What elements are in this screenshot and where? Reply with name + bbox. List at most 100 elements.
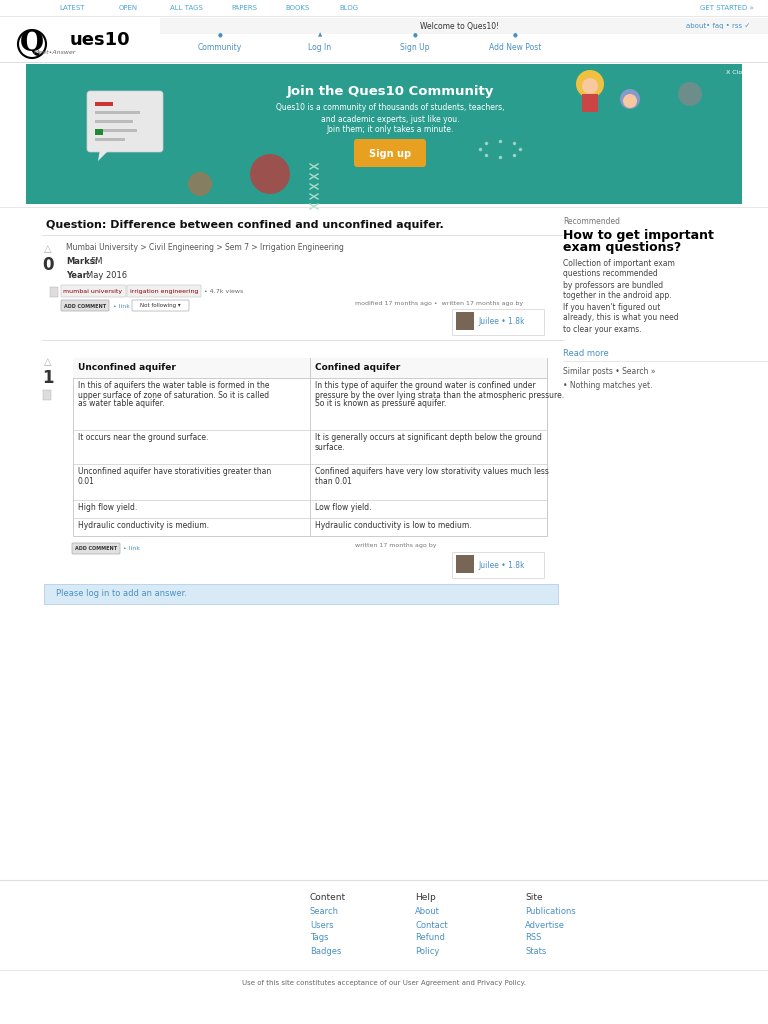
Circle shape xyxy=(582,78,598,94)
Text: Contact: Contact xyxy=(415,921,448,930)
Circle shape xyxy=(250,154,290,194)
Circle shape xyxy=(188,172,212,196)
Text: About: About xyxy=(415,907,440,916)
FancyBboxPatch shape xyxy=(354,139,426,167)
Text: Welcome to Ques10!: Welcome to Ques10! xyxy=(420,22,499,31)
Text: Content: Content xyxy=(310,894,346,902)
Text: pressure by the over lying strata than the atmospheric pressure.: pressure by the over lying strata than t… xyxy=(315,390,564,399)
Text: It is generally occurs at significant depth below the ground: It is generally occurs at significant de… xyxy=(315,433,542,442)
Text: GET STARTED »: GET STARTED » xyxy=(700,5,753,11)
Text: If you haven't figured out: If you haven't figured out xyxy=(563,302,660,311)
Text: Hydraulic conductivity is low to medium.: Hydraulic conductivity is low to medium. xyxy=(315,521,472,530)
Text: Users: Users xyxy=(310,921,333,930)
Text: ues10: ues10 xyxy=(70,31,131,49)
FancyBboxPatch shape xyxy=(95,138,125,141)
Text: X Close: X Close xyxy=(726,70,750,75)
Text: Low flow yield.: Low flow yield. xyxy=(315,504,372,512)
Text: Refund: Refund xyxy=(415,934,445,942)
FancyBboxPatch shape xyxy=(43,390,51,400)
Text: Please log in to add an answer.: Please log in to add an answer. xyxy=(56,590,187,598)
Text: In this of aquifers the water table is formed in the: In this of aquifers the water table is f… xyxy=(78,382,270,390)
Text: Similar posts • Search »: Similar posts • Search » xyxy=(563,367,656,376)
Text: • link: • link xyxy=(123,546,140,551)
Text: Meet•Answer: Meet•Answer xyxy=(34,49,76,54)
FancyBboxPatch shape xyxy=(95,129,137,132)
Text: surface.: surface. xyxy=(315,442,346,452)
FancyBboxPatch shape xyxy=(95,120,133,123)
Text: Confined aquifer: Confined aquifer xyxy=(315,364,400,373)
Text: Ques10 is a community of thousands of students, teachers,: Ques10 is a community of thousands of st… xyxy=(276,103,505,113)
Text: to clear your exams.: to clear your exams. xyxy=(563,325,641,334)
Text: ADD COMMENT: ADD COMMENT xyxy=(75,546,117,551)
FancyBboxPatch shape xyxy=(132,300,189,311)
Text: May 2016: May 2016 xyxy=(86,271,127,281)
Text: Juilee • 1.8k: Juilee • 1.8k xyxy=(478,560,525,569)
Text: △: △ xyxy=(45,357,51,367)
Circle shape xyxy=(623,94,637,108)
Text: OPEN: OPEN xyxy=(118,5,137,11)
Text: Search: Search xyxy=(310,907,339,916)
FancyBboxPatch shape xyxy=(87,91,163,152)
Text: Add New Post: Add New Post xyxy=(488,43,541,52)
FancyBboxPatch shape xyxy=(95,102,113,106)
FancyBboxPatch shape xyxy=(0,0,768,16)
Text: Sign up: Sign up xyxy=(369,150,411,159)
Text: together in the android app.: together in the android app. xyxy=(563,292,672,300)
Text: exam questions?: exam questions? xyxy=(563,241,681,254)
FancyBboxPatch shape xyxy=(160,18,768,34)
Text: Question: Difference between confined and unconfined aquifer.: Question: Difference between confined an… xyxy=(46,220,444,230)
Text: Mumbai University > Civil Engineering > Sem 7 > Irrigation Engineering: Mumbai University > Civil Engineering > … xyxy=(66,243,344,252)
Text: • Nothing matches yet.: • Nothing matches yet. xyxy=(563,381,653,389)
Text: Collection of important exam: Collection of important exam xyxy=(563,258,675,267)
Text: than 0.01: than 0.01 xyxy=(315,476,352,485)
FancyBboxPatch shape xyxy=(95,111,140,114)
Text: Use of this site constitutes acceptance of our User Agreement and Privacy Policy: Use of this site constitutes acceptance … xyxy=(242,980,526,986)
Text: Q: Q xyxy=(20,31,44,57)
Text: Confined aquifers have very low storativity values much less: Confined aquifers have very low storativ… xyxy=(315,468,549,476)
Text: Join them; it only takes a minute.: Join them; it only takes a minute. xyxy=(326,126,454,134)
Text: mumbai university: mumbai university xyxy=(64,289,123,294)
Text: Recommended: Recommended xyxy=(563,216,620,225)
Text: by professors are bundled: by professors are bundled xyxy=(563,281,663,290)
Text: Stats: Stats xyxy=(525,946,546,955)
Text: 1: 1 xyxy=(42,369,54,387)
Text: 0.01: 0.01 xyxy=(78,476,95,485)
Text: irrigation engineering: irrigation engineering xyxy=(130,289,198,294)
Text: Badges: Badges xyxy=(310,946,341,955)
Text: △: △ xyxy=(45,244,51,254)
Text: Policy: Policy xyxy=(415,946,439,955)
Text: ●: ● xyxy=(412,33,417,38)
FancyBboxPatch shape xyxy=(73,358,547,378)
FancyBboxPatch shape xyxy=(456,312,474,330)
Text: 0: 0 xyxy=(42,256,54,274)
FancyBboxPatch shape xyxy=(452,552,544,578)
Text: ●: ● xyxy=(512,33,518,38)
Text: BOOKS: BOOKS xyxy=(285,5,310,11)
Text: modified 17 months ago •  written 17 months ago by: modified 17 months ago • written 17 mont… xyxy=(355,300,523,305)
Text: ▲: ▲ xyxy=(318,33,322,38)
Text: about• faq • rss ✓: about• faq • rss ✓ xyxy=(686,23,750,29)
Circle shape xyxy=(576,70,604,98)
Text: ALL TAGS: ALL TAGS xyxy=(170,5,203,11)
Text: • 4.7k views: • 4.7k views xyxy=(204,289,243,294)
Text: Sign Up: Sign Up xyxy=(400,43,430,52)
Text: 5M: 5M xyxy=(90,257,102,266)
Text: written 17 months ago by: written 17 months ago by xyxy=(355,544,436,549)
Text: LATEST: LATEST xyxy=(59,5,84,11)
Text: Publications: Publications xyxy=(525,907,576,916)
Text: Help: Help xyxy=(415,894,435,902)
Text: questions recommended: questions recommended xyxy=(563,269,657,279)
Text: • link: • link xyxy=(113,303,130,308)
Text: Advertise: Advertise xyxy=(525,921,565,930)
Text: How to get important: How to get important xyxy=(563,228,714,242)
Text: So it is known as pressure aquifer.: So it is known as pressure aquifer. xyxy=(315,399,446,409)
FancyBboxPatch shape xyxy=(582,94,598,112)
FancyBboxPatch shape xyxy=(50,287,58,297)
Text: Join the Ques10 Community: Join the Ques10 Community xyxy=(286,85,494,98)
Text: Not following ▾: Not following ▾ xyxy=(140,303,180,308)
Text: RSS: RSS xyxy=(525,934,541,942)
Text: upper surface of zone of saturation. So it is called: upper surface of zone of saturation. So … xyxy=(78,390,269,399)
FancyBboxPatch shape xyxy=(26,63,742,204)
Text: PAPERS: PAPERS xyxy=(231,5,257,11)
Text: ADD COMMENT: ADD COMMENT xyxy=(64,303,106,308)
